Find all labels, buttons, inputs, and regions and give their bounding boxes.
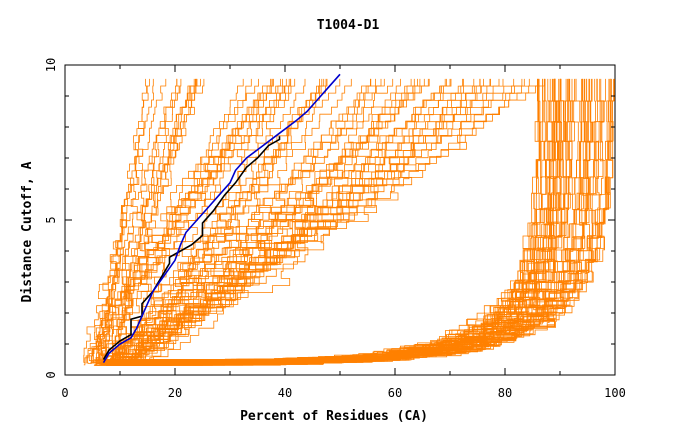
background-curve: [94, 78, 525, 366]
background-curve: [95, 78, 425, 364]
x-tick-label: 40: [278, 386, 292, 400]
x-tick-label: 0: [61, 386, 68, 400]
background-curve: [90, 78, 545, 364]
background-curve: [83, 78, 182, 363]
background-curve: [112, 78, 341, 362]
x-tick-label: 60: [388, 386, 402, 400]
background-curve: [90, 78, 595, 362]
background-curve: [109, 78, 382, 361]
background-curve: [109, 78, 566, 360]
background-curve: [125, 78, 296, 365]
highlight-curve-blue: [102, 73, 341, 364]
background-curve: [97, 78, 178, 360]
x-tick-label: 80: [498, 386, 512, 400]
background-curve: [109, 78, 201, 364]
background-curve: [104, 78, 372, 360]
background-curve: [107, 78, 504, 365]
x-tick-label: 100: [604, 386, 626, 400]
background-curve: [101, 78, 290, 363]
background-curve: [87, 78, 272, 364]
y-tick-label: 5: [44, 216, 58, 223]
highlight-curve-black: [102, 136, 281, 360]
background-curve: [104, 78, 429, 360]
background-curves: [83, 78, 615, 366]
background-curve: [121, 78, 328, 364]
y-tick-label: 10: [44, 58, 58, 72]
x-axis-label: Percent of Residues (CA): [240, 409, 428, 424]
highlight-curves: [102, 73, 341, 364]
background-curve: [96, 78, 451, 361]
background-curve: [106, 78, 320, 366]
background-curve: [96, 78, 154, 361]
y-tick-label: 0: [44, 371, 58, 378]
background-curve: [127, 78, 447, 364]
background-curve: [96, 78, 283, 362]
background-curve: [106, 78, 292, 364]
x-tick-label: 20: [168, 386, 182, 400]
background-curve: [95, 78, 273, 361]
y-axis-label: Distance Cutoff, A: [20, 161, 35, 302]
background-curve: [106, 78, 491, 365]
chart-title: T1004-D1: [317, 18, 380, 33]
background-curve: [85, 78, 259, 364]
background-curve: [119, 78, 323, 361]
x-axis: 0 20 40 60 80 100: [61, 65, 626, 400]
plot-area: [64, 64, 616, 376]
background-curve: [95, 78, 606, 366]
background-curve: [136, 78, 530, 365]
background-curve: [91, 78, 195, 362]
background-curve: [132, 78, 418, 366]
background-curve: [88, 78, 167, 361]
y-axis: 0 5 10: [44, 58, 615, 379]
background-curve: [114, 78, 539, 362]
background-curve: [102, 78, 306, 363]
